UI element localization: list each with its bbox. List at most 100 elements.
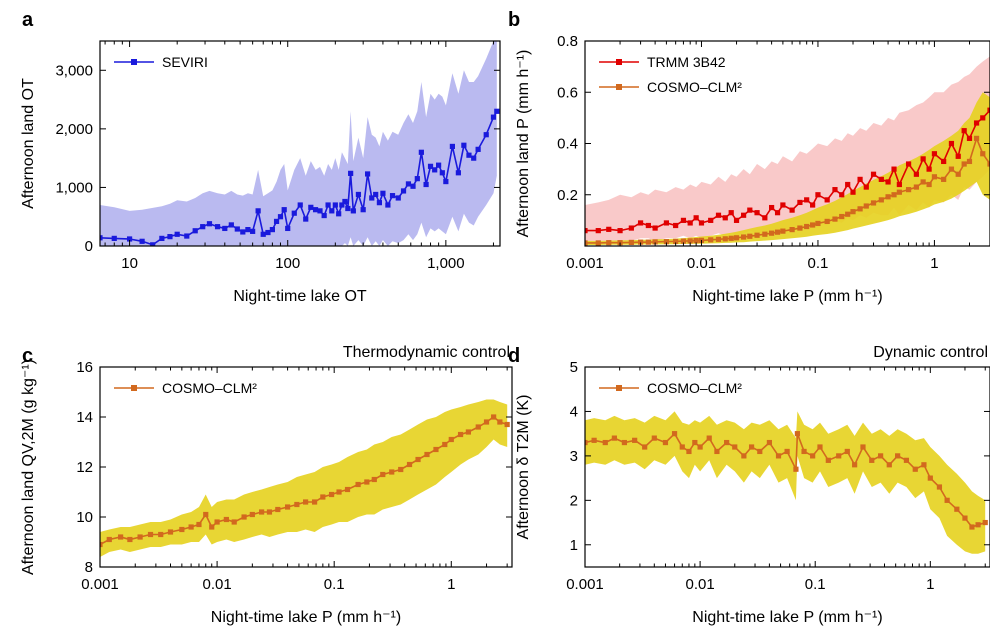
- data-point: [927, 475, 933, 481]
- data-point: [671, 431, 678, 437]
- data-point: [931, 151, 938, 157]
- data-point: [724, 439, 730, 446]
- data-point: [424, 451, 430, 458]
- legend-marker: [616, 385, 622, 391]
- data-point: [406, 461, 413, 468]
- data-point: [966, 158, 973, 165]
- data-point: [439, 170, 445, 176]
- data-point: [483, 132, 489, 138]
- data-point: [797, 199, 803, 206]
- x-tick-label: 0.1: [808, 255, 829, 272]
- data-point: [118, 534, 124, 540]
- y-tick-label: 4: [570, 403, 578, 420]
- data-point: [941, 176, 947, 182]
- data-point: [364, 479, 370, 485]
- data-point: [329, 208, 335, 214]
- data-point: [926, 166, 932, 172]
- x-axis-label: Night-time lake OT: [233, 288, 367, 305]
- data-point: [896, 189, 902, 195]
- panel-letter: d: [508, 345, 520, 367]
- data-point: [284, 504, 291, 510]
- data-point: [491, 414, 497, 420]
- data-point: [733, 217, 740, 223]
- data-point: [980, 151, 986, 157]
- data-point: [150, 242, 156, 246]
- x-tick-label: 0.1: [805, 576, 826, 593]
- x-axis-label: Night-time lake P (mm h⁻¹): [692, 609, 882, 626]
- y-tick-label: 10: [76, 509, 93, 526]
- legend-label: TRMM 3B42: [647, 54, 726, 70]
- data-point: [179, 526, 185, 533]
- data-point: [642, 444, 648, 450]
- data-point: [804, 223, 810, 230]
- data-point: [405, 181, 412, 187]
- data-point: [174, 231, 180, 237]
- data-point: [832, 187, 838, 193]
- data-point: [728, 235, 734, 241]
- data-point: [336, 489, 342, 495]
- x-tick-label: 1: [930, 255, 938, 272]
- data-point: [769, 230, 775, 236]
- data-point: [850, 189, 856, 195]
- y-tick-label: 1,000: [55, 179, 93, 196]
- panel-letter: b: [508, 9, 520, 31]
- data-point: [389, 193, 396, 199]
- data-point: [651, 435, 657, 441]
- data-point: [380, 190, 386, 196]
- data-point: [728, 210, 734, 216]
- data-point: [380, 471, 386, 478]
- data-point: [628, 225, 634, 231]
- data-point: [342, 198, 348, 205]
- data-point: [111, 235, 117, 241]
- x-tick-label: 1: [926, 576, 934, 593]
- data-point: [369, 195, 375, 201]
- panel-annotation: Thermodynamic control: [343, 344, 510, 361]
- data-point: [427, 163, 434, 169]
- plot-area: [585, 56, 990, 246]
- data-point: [850, 209, 856, 215]
- data-point: [708, 237, 714, 243]
- x-tick-label: 0.01: [687, 255, 716, 272]
- y-tick-label: 0.2: [557, 187, 578, 204]
- legend: COSMO–CLM²: [114, 380, 257, 396]
- data-point: [673, 222, 679, 229]
- data-point: [715, 236, 722, 242]
- data-point: [944, 497, 950, 503]
- data-point: [303, 499, 309, 505]
- data-point: [878, 176, 884, 182]
- data-point: [100, 541, 103, 548]
- data-point: [192, 228, 198, 234]
- data-point: [839, 192, 845, 198]
- data-point: [757, 448, 763, 455]
- data-point: [815, 220, 821, 227]
- data-point: [167, 529, 174, 535]
- data-point: [687, 238, 693, 244]
- data-point: [184, 233, 190, 239]
- legend-label: COSMO–CLM²: [647, 380, 742, 396]
- data-point: [321, 212, 327, 219]
- data-point: [585, 228, 588, 234]
- data-point: [214, 519, 220, 525]
- confidence-band: [100, 399, 508, 557]
- y-tick-label: 1: [570, 537, 578, 554]
- data-point: [147, 531, 154, 538]
- data-point: [223, 516, 229, 523]
- data-point: [100, 235, 103, 241]
- data-point: [941, 158, 947, 165]
- data-point: [708, 217, 714, 223]
- data-point: [273, 218, 280, 224]
- y-axis-label: Afternoon land QV,2M (g kg⁻¹): [20, 359, 37, 575]
- y-tick-label: 5: [570, 359, 578, 376]
- data-point: [982, 519, 988, 526]
- data-point: [395, 195, 401, 201]
- data-point: [844, 448, 850, 455]
- data-point: [774, 210, 781, 216]
- data-point: [673, 238, 679, 244]
- data-point: [926, 181, 932, 188]
- data-point: [158, 531, 164, 538]
- data-point: [606, 240, 612, 246]
- data-point: [863, 203, 869, 209]
- panel-annotation: Dynamic control: [873, 344, 988, 361]
- data-point: [878, 453, 884, 459]
- data-point: [308, 204, 314, 210]
